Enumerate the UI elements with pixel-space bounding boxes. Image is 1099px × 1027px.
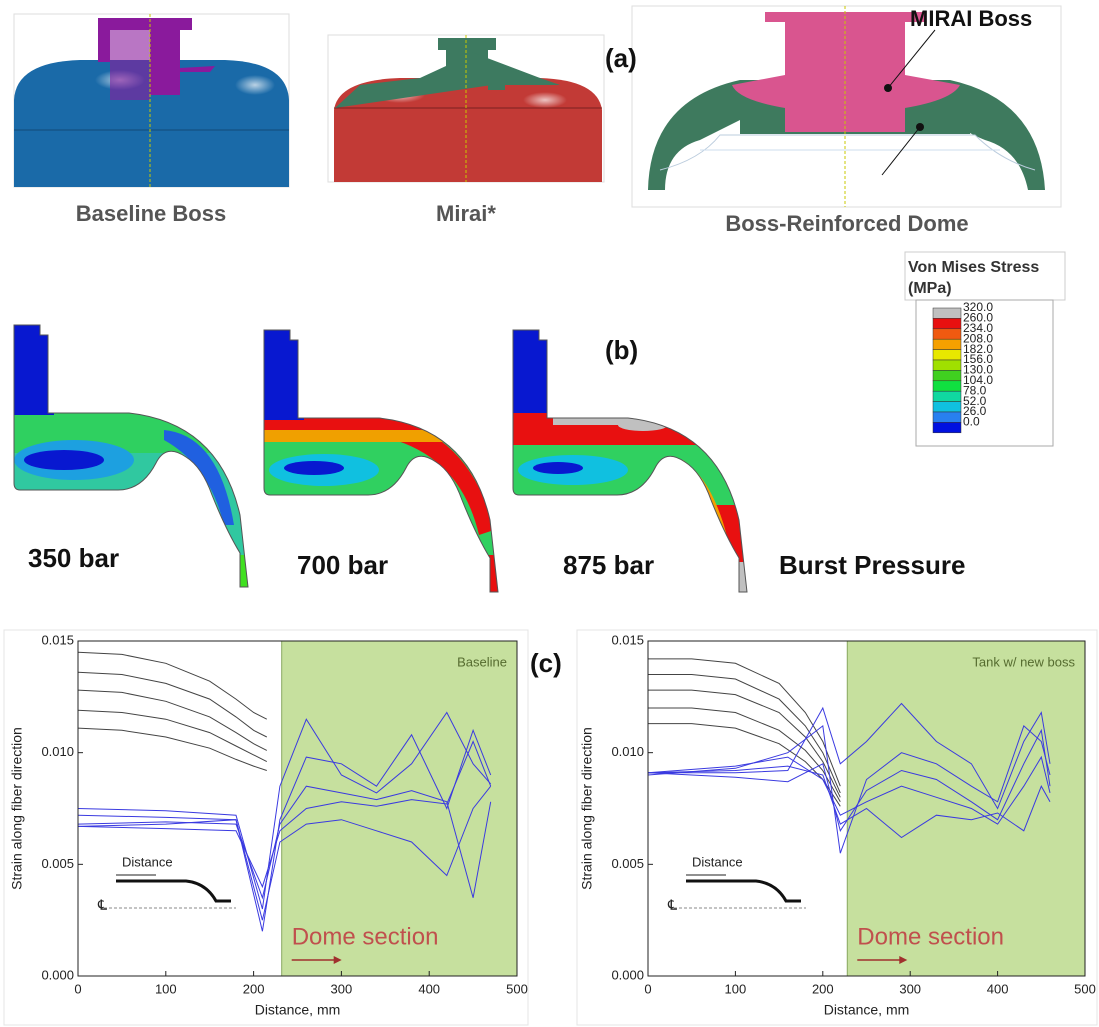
legend-level: 0.0 xyxy=(963,415,980,429)
legend-swatch xyxy=(933,402,961,412)
y-tick-label: 0.015 xyxy=(41,632,74,647)
centerline-label: ℄ xyxy=(97,897,107,913)
legend-swatch xyxy=(933,412,961,422)
shade-label: Dome section xyxy=(857,923,1004,950)
legend-swatch xyxy=(933,339,961,349)
y-axis-label: Strain along fiber direction xyxy=(9,727,25,890)
x-tick-label: 100 xyxy=(155,981,177,996)
charts: Baseline 0 100 200 300 400 500 0.000 0.005 0.010 0… xyxy=(4,630,1097,1025)
inset-label: Distance xyxy=(122,854,173,869)
y-tick-label: 0.005 xyxy=(41,856,74,871)
x-tick-label: 200 xyxy=(812,981,834,996)
pressure-label: 875 bar xyxy=(563,550,654,580)
x-tick-label: 400 xyxy=(418,981,440,996)
y-tick-label: 0.000 xyxy=(611,967,644,982)
centerline-label: ℄ xyxy=(667,897,677,913)
x-tick-label: 0 xyxy=(74,981,81,996)
inset-label: Distance xyxy=(692,854,743,869)
panel-label: (a) xyxy=(605,43,637,73)
x-tick-label: 400 xyxy=(987,981,1009,996)
baseline-boss-image xyxy=(14,14,289,187)
pressure-label: Burst Pressure xyxy=(779,550,965,580)
y-tick-label: 0.005 xyxy=(611,856,644,871)
legend-swatch xyxy=(933,318,961,328)
legend-swatch xyxy=(933,308,961,318)
x-tick-label: 200 xyxy=(243,981,265,996)
y-tick-label: 0.015 xyxy=(611,632,644,647)
x-axis-label: Distance, mm xyxy=(255,1002,341,1018)
callout: MIRAI Boss xyxy=(910,6,1032,31)
x-tick-label: 0 xyxy=(644,981,651,996)
x-tick-label: 500 xyxy=(1074,981,1096,996)
annotation: Baseline xyxy=(457,654,507,669)
annotation: Tank w/ new boss xyxy=(972,654,1075,669)
caption: Boss-Reinforced Dome xyxy=(725,211,968,236)
mirai-image xyxy=(328,35,604,182)
y-axis-label: Strain along fiber direction xyxy=(579,727,595,890)
x-axis-label: Distance, mm xyxy=(824,1002,910,1018)
shade-label: Dome section xyxy=(292,923,439,950)
y-tick-label: 0.010 xyxy=(41,744,74,759)
legend-title: Von Mises Stress xyxy=(908,259,1039,276)
pressure-label: 700 bar xyxy=(297,550,388,580)
legend: 320.0260.0234.0208.0182.0156.0130.0104.0… xyxy=(933,300,993,433)
caption: Mirai* xyxy=(436,201,496,226)
pressure-label: 350 bar xyxy=(28,543,119,573)
x-tick-label: 300 xyxy=(899,981,921,996)
caption: Baseline Boss xyxy=(76,201,226,226)
figure: Baseline Boss Mirai* Boss-Reinforced Dom… xyxy=(0,0,1099,1027)
legend-swatch xyxy=(933,350,961,360)
y-tick-label: 0.010 xyxy=(611,744,644,759)
legend-title: (MPa) xyxy=(908,280,952,297)
legend-swatch xyxy=(933,360,961,370)
panel-label: (b) xyxy=(605,335,638,365)
legend-swatch xyxy=(933,329,961,339)
legend-swatch xyxy=(933,370,961,380)
panel-label: (c) xyxy=(530,648,562,678)
y-tick-label: 0.000 xyxy=(41,967,74,982)
legend-swatch xyxy=(933,422,961,432)
x-tick-label: 100 xyxy=(725,981,747,996)
legend-swatch xyxy=(933,381,961,391)
x-tick-label: 300 xyxy=(331,981,353,996)
x-tick-label: 500 xyxy=(506,981,528,996)
boss-reinforced-dome-image xyxy=(632,6,1061,207)
legend-swatch xyxy=(933,391,961,401)
